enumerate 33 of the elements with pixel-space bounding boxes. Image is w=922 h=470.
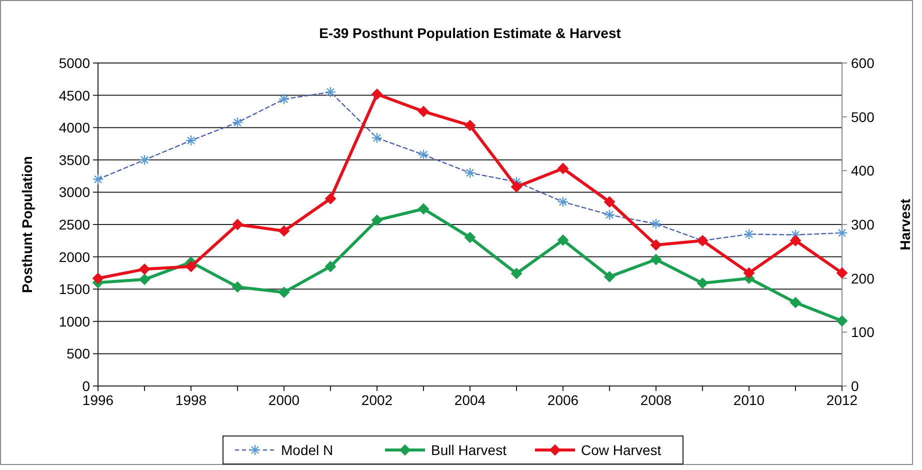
x-tick-label: 2006 [547, 392, 579, 408]
y2-tick-label: 200 [851, 270, 875, 286]
y-tick-label: 3000 [58, 184, 90, 200]
legend-label: Bull Harvest [431, 442, 507, 458]
x-tick-label: 2012 [826, 392, 858, 408]
x-tick-label: 2008 [640, 392, 672, 408]
x-tick-label: 2000 [268, 392, 300, 408]
y-tick-label: 2500 [58, 216, 90, 232]
x-tick-label: 2002 [361, 392, 393, 408]
y2-tick-label: 500 [851, 108, 875, 125]
y-axis-title: Posthunt Population [19, 156, 35, 293]
y2-tick-label: 100 [851, 324, 875, 340]
x-tick-label: 1996 [82, 392, 114, 408]
y2-tick-label: 0 [851, 378, 859, 394]
chart-title: E-39 Posthunt Population Estimate & Harvest [319, 25, 622, 41]
y-tick-label: 4000 [58, 120, 90, 136]
x-tick-label: 2010 [733, 392, 765, 408]
y-tick-label: 3500 [58, 152, 90, 168]
y-tick-label: 5000 [58, 55, 90, 71]
x-tick-label: 2004 [454, 392, 486, 408]
y2-tick-label: 600 [851, 55, 875, 71]
y2-axis-title: Harvest [897, 198, 913, 250]
legend-label: Cow Harvest [581, 442, 662, 458]
legend-label: Model N [281, 442, 334, 458]
y-tick-label: 0 [82, 378, 90, 394]
y-tick-label: 4500 [58, 87, 90, 104]
y-tick-label: 1000 [58, 313, 90, 330]
y2-tick-label: 300 [851, 216, 875, 232]
y-tick-label: 1500 [58, 281, 90, 298]
y-tick-label: 500 [66, 346, 90, 362]
y2-tick-label: 400 [851, 162, 875, 179]
x-tick-label: 1998 [175, 392, 207, 408]
y-tick-label: 2000 [58, 248, 90, 265]
